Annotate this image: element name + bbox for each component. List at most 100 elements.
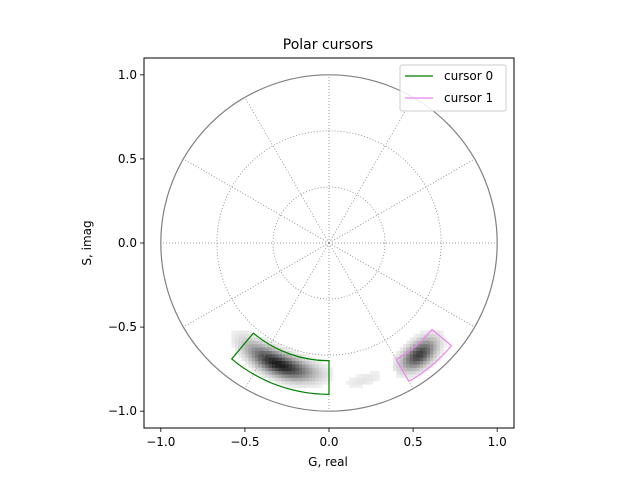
- histogram-cell: [285, 347, 289, 351]
- histogram-cell: [285, 357, 289, 362]
- histogram-cell: [423, 360, 427, 365]
- histogram-cell: [285, 350, 289, 355]
- histogram-cell: [268, 350, 273, 355]
- histogram-cell: [436, 333, 441, 338]
- histogram-cell: [318, 374, 323, 378]
- histogram-cell: [423, 337, 427, 341]
- histogram-cell: [305, 384, 310, 388]
- histogram-cell: [275, 343, 279, 348]
- histogram-cell: [426, 347, 431, 351]
- histogram-cell: [265, 370, 269, 375]
- histogram-cell: [265, 360, 269, 365]
- histogram-cell: [429, 343, 434, 348]
- histogram-cell: [251, 343, 256, 348]
- histogram-cell: [315, 374, 320, 378]
- histogram-cell: [292, 370, 296, 375]
- histogram-cell: [443, 343, 448, 348]
- histogram-cell: [295, 360, 300, 365]
- axis-ticks: −1.0 −0.5 0.0 0.5 1.0 −1.0 −0.5 0.0 0.5 1.0: [108, 68, 507, 449]
- histogram-cell: [409, 340, 414, 345]
- histogram-cell: [429, 340, 434, 345]
- histogram-cell: [305, 364, 310, 368]
- histogram-cell: [429, 330, 434, 335]
- histogram-cell: [278, 360, 283, 365]
- histogram-cell: [406, 357, 411, 362]
- histogram-cell: [325, 377, 330, 382]
- histogram-cell: [318, 377, 323, 382]
- histogram-cell: [305, 367, 310, 372]
- histogram-cell: [392, 354, 397, 358]
- histogram-cell: [258, 367, 263, 372]
- histogram-cell: [278, 347, 283, 351]
- histogram-cell: [248, 350, 252, 355]
- histogram-cell: [255, 347, 259, 351]
- histogram-cell: [302, 367, 306, 372]
- histogram-cell: [298, 367, 303, 372]
- y-tick-label: 0.0: [118, 236, 137, 250]
- histogram-cell: [406, 364, 411, 368]
- histogram-cell: [275, 380, 279, 385]
- histogram-cell: [315, 384, 320, 388]
- histogram-cell: [251, 347, 256, 351]
- histogram-cell: [292, 377, 296, 382]
- histogram-cell: [271, 374, 276, 378]
- histogram-cell: [244, 357, 249, 362]
- histogram-cell: [292, 357, 296, 362]
- histogram-cell: [440, 350, 444, 355]
- histogram-cell: [255, 340, 259, 345]
- histogram-cell: [416, 350, 421, 355]
- histogram-cell: [359, 380, 363, 385]
- histogram-cell: [231, 337, 236, 341]
- histogram-cell: [281, 367, 286, 372]
- histogram-cell: [329, 374, 333, 378]
- histogram-cell: [271, 354, 276, 358]
- grid-ring: [216, 130, 442, 356]
- legend-label-cursor-0: cursor 0: [444, 69, 493, 83]
- histogram-cell: [244, 354, 249, 358]
- histogram-cell: [366, 380, 370, 385]
- histogram-cell: [292, 384, 296, 388]
- histogram-cell: [248, 360, 252, 365]
- histogram-cell: [285, 374, 289, 378]
- histogram-cell: [278, 343, 283, 348]
- histogram-cell: [312, 367, 316, 372]
- histogram-cell: [440, 347, 444, 351]
- histogram-cell: [366, 374, 370, 378]
- histogram-cell: [426, 337, 431, 341]
- histogram-cell: [261, 357, 266, 362]
- histogram-cell: [403, 364, 407, 368]
- cursor-0-outline: [230, 332, 330, 395]
- histogram-cell: [423, 354, 427, 358]
- histogram-cell: [295, 380, 300, 385]
- histogram-cell: [288, 384, 293, 388]
- histogram-cell: [241, 350, 246, 355]
- histogram-cell: [241, 337, 246, 341]
- histogram-cell: [312, 374, 316, 378]
- histogram-cell: [423, 343, 427, 348]
- histogram-cell: [261, 367, 266, 372]
- histogram-cell: [255, 337, 259, 341]
- histogram-cell: [352, 384, 357, 388]
- histogram-cell: [429, 357, 434, 362]
- histogram-cell: [265, 374, 269, 378]
- histogram-cell: [406, 360, 411, 365]
- histogram-cell: [275, 350, 279, 355]
- histogram-cell: [315, 377, 320, 382]
- histogram-cell: [369, 370, 374, 375]
- histogram-cell: [436, 354, 441, 358]
- histogram-cell: [416, 364, 421, 368]
- histogram-cell: [258, 357, 263, 362]
- histogram-cell: [295, 357, 300, 362]
- histogram-cell: [426, 340, 431, 345]
- histogram-cell: [318, 370, 323, 375]
- histogram-cell: [315, 360, 320, 365]
- histogram-cell: [288, 374, 293, 378]
- histogram-cell: [419, 340, 424, 345]
- histogram-cell: [399, 370, 404, 375]
- histogram-cell: [423, 367, 427, 372]
- histogram-cell: [440, 330, 444, 335]
- chart-title: Polar cursors: [283, 37, 373, 53]
- histogram-cell: [278, 354, 283, 358]
- histogram-cell: [244, 340, 249, 345]
- histogram-cell: [271, 340, 276, 345]
